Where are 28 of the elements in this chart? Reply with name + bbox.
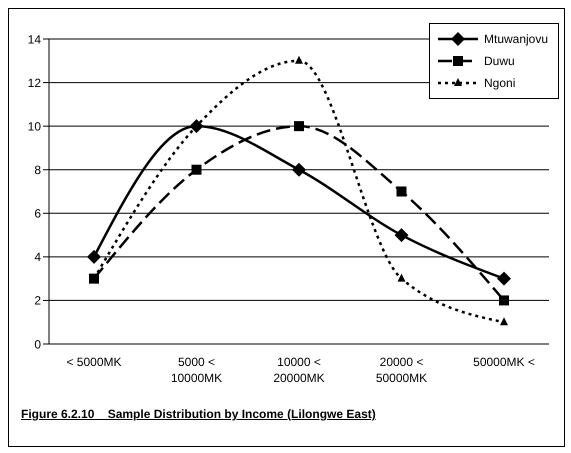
point [192, 164, 202, 175]
y-tick-label: 0 [34, 337, 42, 352]
x-tick-label: 20000 < 50000MK [376, 355, 428, 385]
y-tick-label: 4 [34, 250, 42, 264]
x-tick-label: 10000 < 20000MK [273, 355, 325, 385]
legend-label: Mtuwanjovu [484, 32, 548, 46]
x-tick-label: 5000 < 10000MK [170, 355, 222, 385]
point [500, 317, 508, 326]
legend-label: Ngoni [484, 76, 516, 90]
y-tick-label: 12 [28, 76, 42, 90]
y-tick-label: 6 [34, 206, 42, 221]
point [398, 274, 406, 282]
caption: Figure 6.2.10 Sample Distribution by Income (Lilongwe East) [21, 407, 376, 421]
point [396, 186, 406, 196]
point [499, 295, 509, 306]
x-tick-label: < 5000MK [66, 355, 122, 369]
legend-label: Duwu [484, 54, 515, 68]
point [294, 121, 304, 132]
point [295, 56, 303, 64]
point [497, 272, 511, 286]
point [292, 162, 306, 177]
y-tick-label: 2 [34, 294, 42, 308]
y-tick-label: 14 [28, 32, 42, 46]
x-tick-label: 50000MK < [473, 355, 535, 369]
y-tick-label: 8 [34, 162, 42, 177]
point [394, 228, 408, 242]
y-tick-label: 10 [28, 119, 42, 134]
point [87, 250, 101, 264]
